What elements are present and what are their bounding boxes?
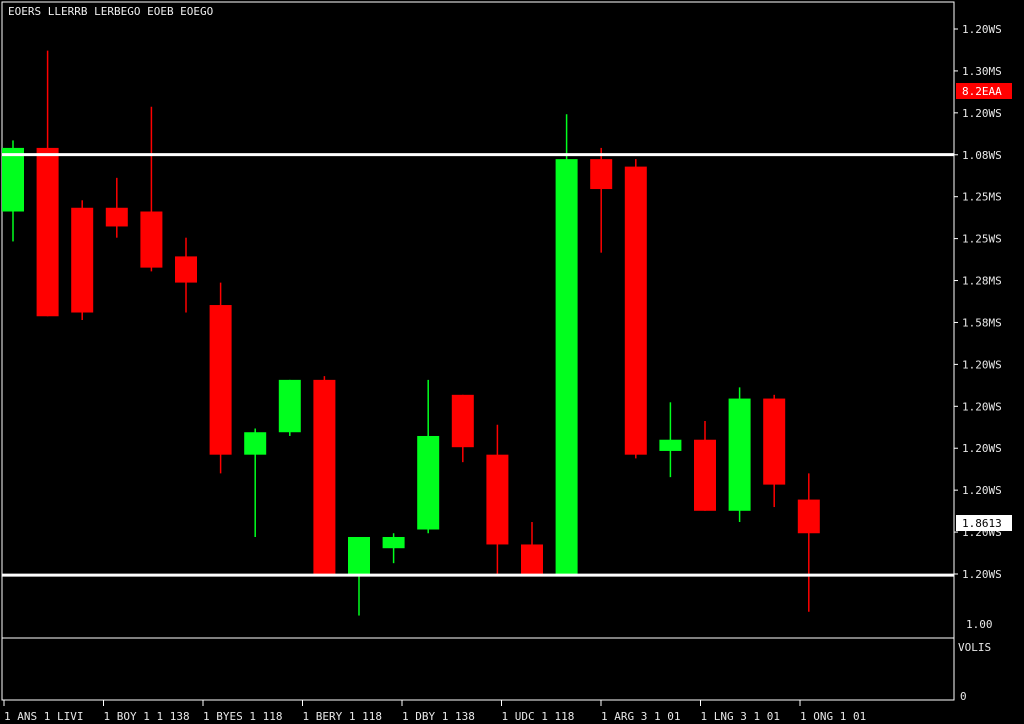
level-lines-group [2, 153, 954, 577]
candle-body [209, 305, 232, 455]
price-tag-bg [956, 83, 1012, 99]
y-tick-label: 1.20WS [962, 568, 1002, 581]
y-tick-label: 1.25WS [962, 233, 1002, 246]
price-tag-label: 1.8613 [962, 517, 1002, 530]
candle-body [417, 435, 440, 530]
chart-header-title: EOERS LLERRB LERBEGO EOEB EOEGO [8, 5, 213, 18]
y-tick-label: 1.20WS [962, 400, 1002, 413]
candle-2[interactable] [36, 50, 59, 317]
candle-body [624, 166, 647, 455]
y-tick-label: 1.20WS [962, 23, 1002, 36]
y-tick-label: 1.25MS [962, 191, 1002, 204]
candle-8[interactable] [244, 428, 267, 537]
candle-body [797, 499, 820, 534]
candle-4[interactable] [105, 177, 128, 238]
candle-body [140, 211, 163, 268]
price-tags-group: 8.2EAA 1.8613 [956, 83, 1012, 531]
candle-body [590, 159, 613, 190]
price-tag-label: 8.2EAA [962, 85, 1002, 98]
candle-5[interactable] [140, 106, 163, 272]
x-axis-tick-labels: 1 ANS 1 LIVI 1 BOY 1 1 138 1 BYES 1 118 1 B… [3, 700, 866, 723]
x-tick-label: 1 BYES 1 118 [203, 710, 282, 723]
candle-body [105, 207, 128, 227]
candle-body [71, 207, 94, 313]
y-tick-label: 1.28MS [962, 275, 1002, 288]
lower-panel-label-1: 1.00 [966, 618, 993, 631]
candle-body [382, 536, 405, 549]
x-tick-label: 1 LNG 3 1 01 [701, 710, 780, 723]
candle-12[interactable] [382, 533, 405, 564]
candle-13[interactable] [417, 379, 440, 534]
price-tag-bg [956, 515, 1012, 531]
lower-panel-label-2: VOLIS [958, 641, 991, 654]
candle-3[interactable] [71, 200, 94, 320]
y-tick-label: 1.58MS [962, 316, 1002, 329]
x-tick-label: 1 ONG 1 01 [800, 710, 866, 723]
candle-15[interactable] [486, 424, 509, 575]
candle-body [451, 394, 474, 448]
candle-body [763, 398, 786, 485]
x-tick-label: 1 UDC 1 118 [502, 710, 575, 723]
x-tick-label: 1 ARG 3 1 01 [601, 710, 680, 723]
candle-body [36, 147, 59, 317]
x-tick-label: 1 ANS 1 LIVI [4, 710, 83, 723]
candle-22[interactable] [728, 387, 751, 523]
y-tick-label: 1.20WS [962, 107, 1002, 120]
candle-19[interactable] [624, 159, 647, 459]
candle-body [659, 439, 682, 451]
candle-body [2, 147, 24, 212]
x-tick-label: 1 BOY 1 1 138 [104, 710, 190, 723]
candle-body [175, 256, 197, 283]
candle-17[interactable] [555, 114, 578, 575]
candle-body [728, 398, 751, 511]
candle-14[interactable] [451, 394, 474, 463]
candle-body [348, 536, 370, 575]
candle-body [313, 379, 336, 575]
candle-20[interactable] [659, 402, 682, 478]
y-tick-label: 1.20WS [962, 484, 1002, 497]
y-tick-label: 1.30MS [962, 65, 1002, 78]
corner-label: 0 [960, 690, 967, 703]
candle-24[interactable] [797, 473, 820, 612]
y-tick-label: 1.20WS [962, 358, 1002, 371]
main-plot-frame [1, 1, 955, 701]
candle-body [278, 379, 301, 433]
candle-23[interactable] [763, 394, 786, 508]
y-tick-label: 1.08WS [962, 149, 1002, 162]
price-tag-2: 1.8613 [956, 515, 1012, 531]
y-tick-label: 1.20WS [962, 442, 1002, 455]
x-tick-label: 1 BERY 1 118 [303, 710, 382, 723]
candle-body [486, 454, 509, 545]
candle-18[interactable] [590, 147, 613, 253]
candle-1[interactable] [2, 140, 24, 242]
candle-10[interactable] [313, 376, 336, 575]
candle-9[interactable] [278, 379, 301, 436]
y-axis-tick-labels: 1.20WS 1.30MS 1.20WS 1.08WS 1.25MS 1.25WS 1.28… [954, 23, 1002, 581]
candle-body [521, 544, 543, 575]
candle-body [694, 439, 716, 511]
candle-7[interactable] [209, 282, 232, 474]
candle-16[interactable] [521, 522, 543, 575]
price-tag-1: 8.2EAA [956, 83, 1012, 99]
candle-body [555, 159, 578, 575]
candle-21[interactable] [694, 421, 716, 511]
x-tick-label: 1 DBY 1 138 [402, 710, 475, 723]
candle-6[interactable] [175, 237, 197, 313]
candle-group [2, 50, 820, 616]
candle-body [244, 432, 267, 455]
